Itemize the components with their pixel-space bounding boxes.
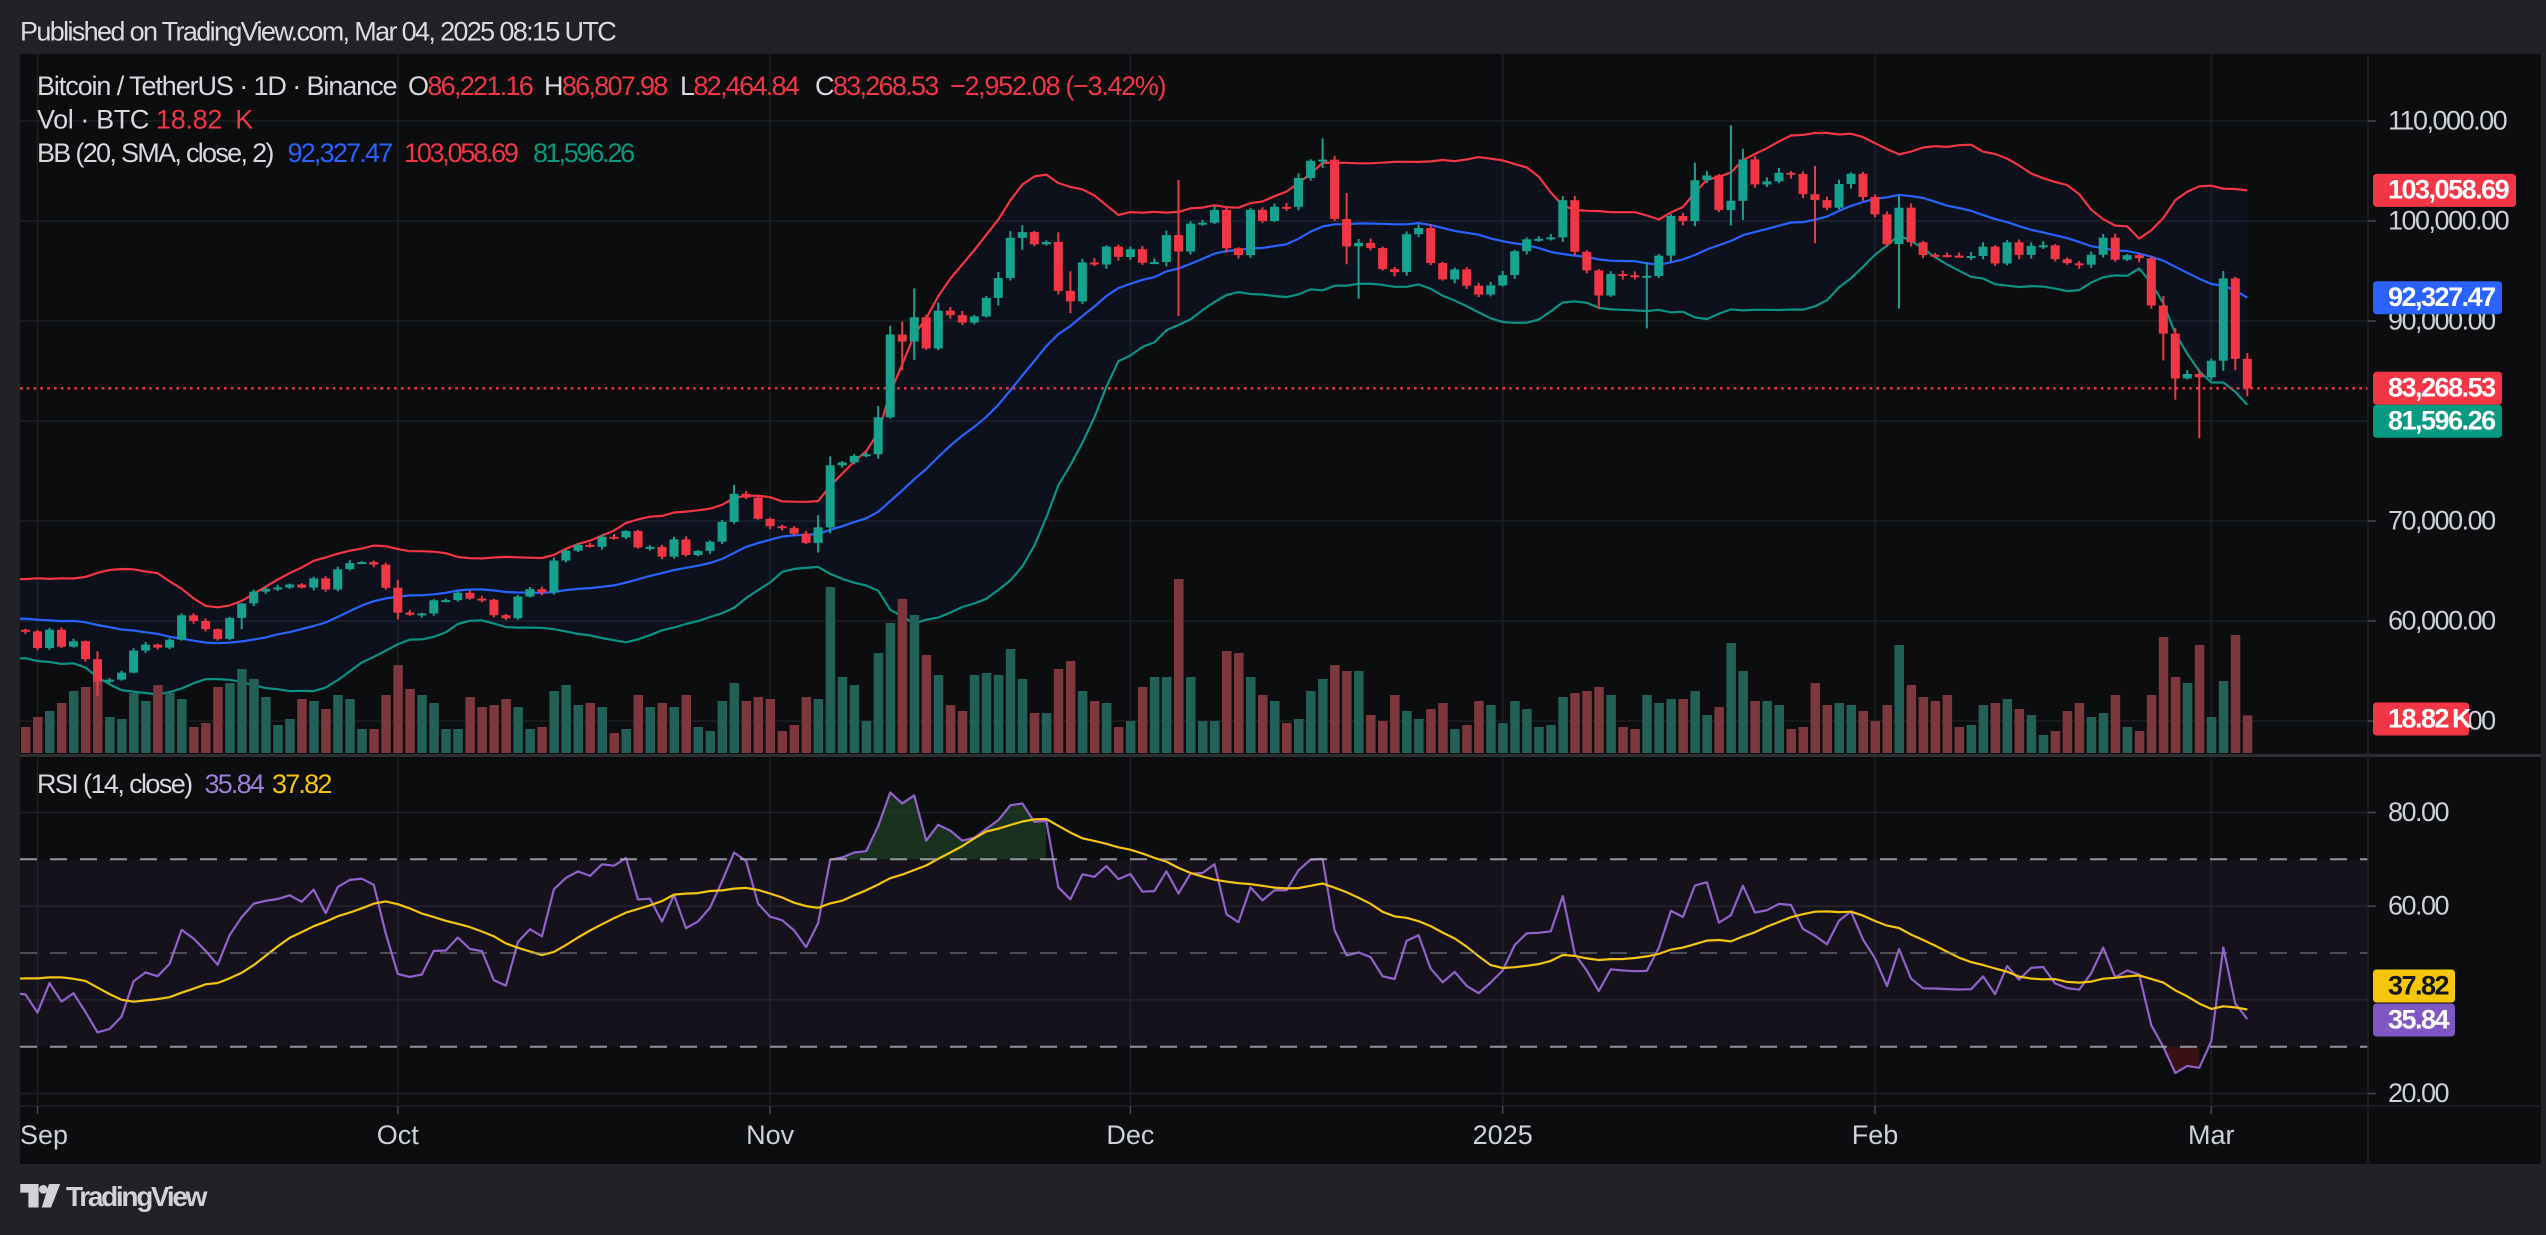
svg-text:80.00: 80.00 <box>2388 797 2449 827</box>
svg-text:C83,268.53: C83,268.53 <box>815 71 938 101</box>
svg-text:18.82 K: 18.82 K <box>156 105 253 135</box>
svg-text:2025: 2025 <box>1473 1120 1533 1150</box>
svg-text:Mar: Mar <box>2188 1120 2235 1150</box>
svg-text:TradingView: TradingView <box>66 1181 208 1212</box>
svg-text:Sep: Sep <box>20 1120 68 1150</box>
svg-text:Bitcoin / TetherUS · 1D · Bina: Bitcoin / TetherUS · 1D · Binance <box>37 71 396 101</box>
svg-text:81,596.26: 81,596.26 <box>533 138 634 168</box>
svg-text:Published on TradingView.com,: Published on TradingView.com, Mar 04, 20… <box>20 17 616 47</box>
svg-text:103,058.69: 103,058.69 <box>2388 175 2510 205</box>
svg-text:35.84: 35.84 <box>205 769 265 799</box>
svg-text:37.82: 37.82 <box>2388 970 2449 1000</box>
svg-text:L82,464.84: L82,464.84 <box>680 71 800 101</box>
svg-text:100,000.00: 100,000.00 <box>2388 205 2509 235</box>
svg-text:18.82 K: 18.82 K <box>2388 703 2472 733</box>
svg-text:60.00: 60.00 <box>2388 891 2449 921</box>
svg-text:BB (20, SMA, close, 2): BB (20, SMA, close, 2) <box>37 138 273 168</box>
svg-text:Dec: Dec <box>1106 1120 1154 1150</box>
svg-text:70,000.00: 70,000.00 <box>2388 505 2495 535</box>
svg-text:92,327.47: 92,327.47 <box>2388 282 2495 312</box>
svg-text:H86,807.98: H86,807.98 <box>544 71 667 101</box>
svg-text:Oct: Oct <box>377 1120 420 1150</box>
svg-text:83,268.53: 83,268.53 <box>2388 373 2496 403</box>
svg-text:103,058.69: 103,058.69 <box>404 138 518 168</box>
svg-text:92,327.47: 92,327.47 <box>288 138 393 168</box>
svg-text:35.84: 35.84 <box>2388 1004 2450 1034</box>
svg-text:−2,952.08 (−3.42%): −2,952.08 (−3.42%) <box>950 71 1166 101</box>
svg-text:O86,221.16: O86,221.16 <box>408 71 533 101</box>
svg-text:RSI (14, close): RSI (14, close) <box>37 769 192 799</box>
svg-text:Nov: Nov <box>746 1120 795 1150</box>
svg-text:Feb: Feb <box>1852 1120 1899 1150</box>
svg-text:81,596.26: 81,596.26 <box>2388 406 2496 436</box>
svg-text:110,000.00: 110,000.00 <box>2388 105 2507 135</box>
svg-text:Vol · BTC: Vol · BTC <box>37 105 149 135</box>
svg-text:37.82: 37.82 <box>272 769 331 799</box>
svg-text:20.00: 20.00 <box>2388 1078 2449 1108</box>
svg-text:60,000.00: 60,000.00 <box>2388 605 2495 635</box>
